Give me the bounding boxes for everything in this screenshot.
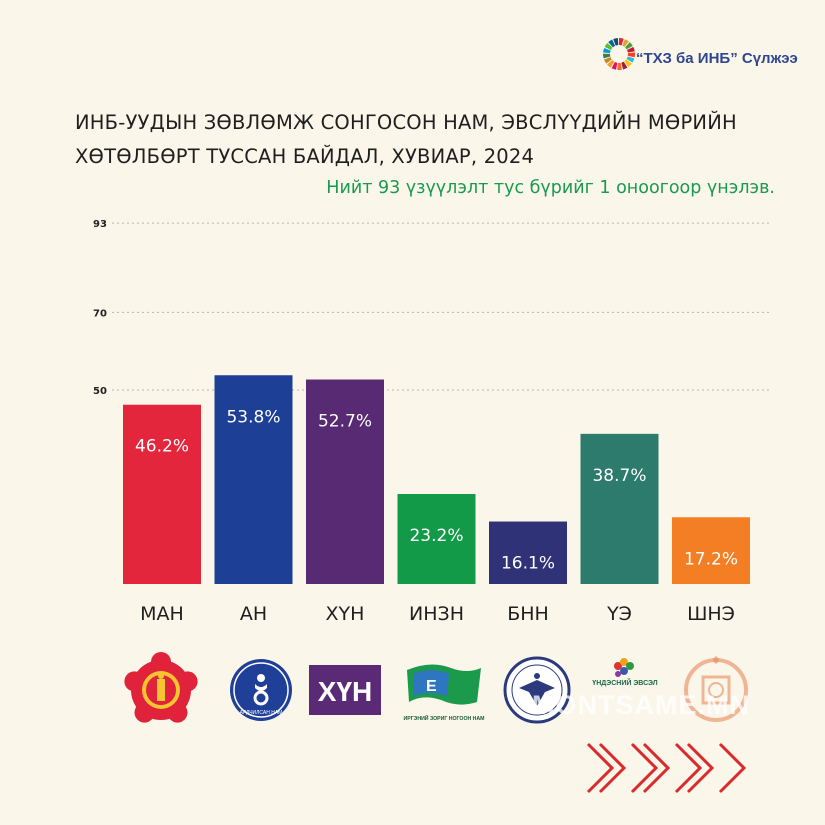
bar [214,375,293,584]
bar-value-label: 52.7% [318,412,372,432]
bar-value-label: 38.7% [592,466,646,486]
bnn-party-emblem-icon [497,650,577,730]
x-category-label: ХҮН [326,603,365,625]
inzn-party-logo-icon: E ИРГЭНИЙ ЗОРИГ НОГООН НАМ [401,650,487,730]
sdg-wheel-icon [602,37,635,70]
an-logo-caption: АРДЧИЛСАН НАМ [240,710,283,716]
bar-value-label: 46.2% [135,437,189,457]
an-party-emblem-icon: АРДЧИЛСАН НАМ [221,650,301,730]
bar [123,404,201,584]
bar-value-label: 53.8% [226,407,280,427]
chart-note: Нийт 93 үзүүлэлт тус бүрийг 1 оноогоор ү… [326,178,775,198]
bar-chart: 50 70 93 46.2% МАН 53.8% АН 52.7% ХҮН 23.2% ИНЗН 1… [93,219,772,625]
khun-logo-text: ХҮН [318,676,372,707]
y-tick-label: 93 [93,219,107,230]
bar [672,517,750,584]
brand: “ТХЗ ба ИНБ” Сүлжээ [602,20,802,82]
y-tick-label: 50 [93,386,107,397]
x-category-label: ИНЗН [409,603,464,625]
bar-value-label: 16.1% [501,554,555,574]
bar [580,433,659,584]
svg-text:E: E [426,678,437,695]
bar [306,379,384,584]
brand-name: “ТХЗ ба ИНБ” Сүлжээ [636,50,798,67]
man-party-emblem-icon [121,650,201,730]
shne-party-emblem-icon [676,650,756,730]
x-category-label: ШНЭ [687,603,735,625]
inzn-logo-caption: ИРГЭНИЙ ЗОРИГ НОГООН НАМ [404,714,485,722]
x-category-label: ҮЭ [606,603,632,625]
chart-title-line-1: ИНБ-УУДЫН ЗӨВЛӨМЖ СОНГОСОН НАМ, ЭВСЛҮҮДИ… [75,111,737,134]
chevron-arrows-icon [586,742,747,794]
party-logos-row: АРДЧИЛСАН НАМ ХҮН E ИРГЭНИЙ ЗОРИГ НОГООН… [0,650,825,730]
x-category-label: МАН [140,603,184,625]
ue-coalition-logo-icon: ҮНДЭСНИЙ ЭВСЭЛ [587,650,677,730]
chart-title-line-2: ХӨТӨЛБӨРТ ТУССАН БАЙДАЛ, ХУВИАР, 2024 [75,145,535,168]
khun-party-logo-icon: ХҮН [302,650,382,730]
x-category-label: АН [240,603,267,625]
bar-value-label: 23.2% [409,526,463,546]
chart-title: ИНБ-УУДЫН ЗӨВЛӨМЖ СОНГОСОН НАМ, ЭВСЛҮҮДИ… [75,106,737,174]
y-tick-label: 70 [93,308,107,319]
x-category-label: БНН [507,603,549,625]
bar-value-label: 17.2% [684,549,738,569]
bar [489,521,567,584]
ue-logo-caption: ҮНДЭСНИЙ ЭВСЭЛ [592,678,657,687]
watermark: MONTSAME.MN [532,690,750,720]
bar [397,493,476,584]
